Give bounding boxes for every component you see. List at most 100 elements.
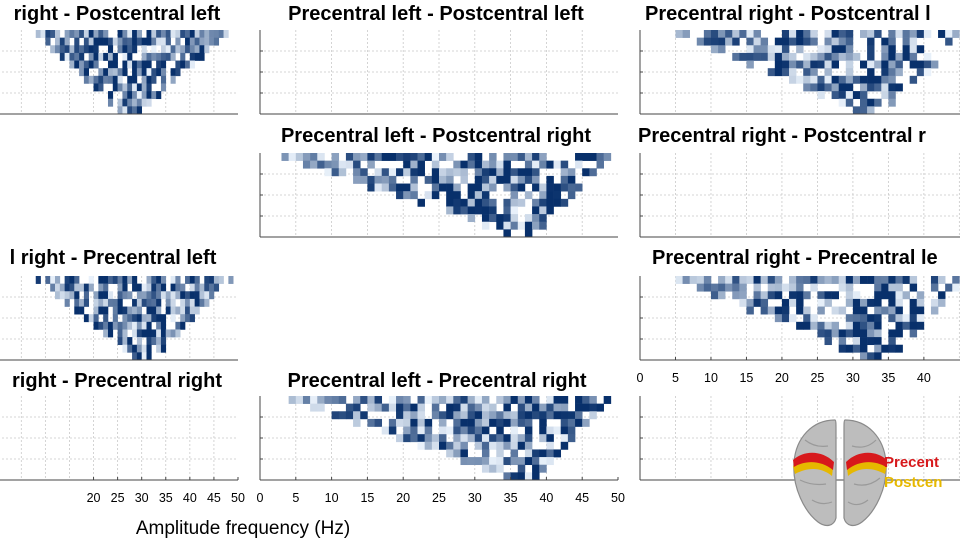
heatmap-cell bbox=[582, 403, 590, 412]
heatmap-cell bbox=[739, 298, 747, 307]
heatmap-cell bbox=[725, 283, 733, 292]
heatmap-cell bbox=[98, 30, 104, 38]
heatmap-cell bbox=[302, 396, 311, 404]
heatmap-cell bbox=[199, 45, 205, 54]
heatmap-cell bbox=[35, 276, 41, 284]
heatmap-cell bbox=[141, 68, 147, 77]
heatmap-cell bbox=[127, 98, 133, 107]
heatmap-cell bbox=[560, 411, 569, 420]
heatmap-cell bbox=[895, 314, 903, 323]
heatmap-cell bbox=[510, 206, 519, 215]
heatmap-cell bbox=[916, 321, 925, 330]
heatmap-cell bbox=[374, 183, 383, 192]
heatmap-cell bbox=[453, 434, 461, 443]
heatmap-cell bbox=[930, 276, 939, 284]
x-tick-label: 35 bbox=[504, 491, 518, 505]
heatmap-cell bbox=[467, 191, 476, 200]
heatmap-cell bbox=[767, 291, 776, 300]
heatmap-cell bbox=[496, 418, 504, 427]
heatmap-cell bbox=[553, 183, 562, 192]
heatmap-cell bbox=[503, 175, 511, 184]
heatmap-cell bbox=[439, 396, 447, 404]
heatmap-cell bbox=[546, 396, 554, 404]
heatmap-cell bbox=[524, 441, 533, 450]
heatmap-cell bbox=[803, 321, 811, 330]
heatmap-cell bbox=[524, 191, 533, 200]
heatmap-cell bbox=[532, 449, 540, 458]
heatmap-cell bbox=[838, 83, 847, 92]
heatmap-cell bbox=[916, 30, 925, 38]
heatmap-cell bbox=[510, 418, 519, 427]
heatmap-cell bbox=[838, 337, 847, 346]
heatmap-cell bbox=[189, 60, 195, 69]
heatmap-cell bbox=[510, 449, 519, 458]
heatmap-cell bbox=[845, 314, 854, 323]
heatmap-cell bbox=[789, 30, 797, 38]
heatmap-cell bbox=[774, 52, 783, 61]
heatmap-cell bbox=[79, 30, 85, 38]
heatmap-cell bbox=[567, 418, 576, 427]
heatmap-cell bbox=[175, 30, 181, 38]
heatmap-cell bbox=[831, 321, 840, 330]
heatmap-cell bbox=[453, 183, 461, 192]
heatmap-cell bbox=[160, 329, 167, 338]
heatmap-cell bbox=[732, 276, 740, 284]
heatmap-cell bbox=[845, 68, 854, 77]
heatmap-cell bbox=[209, 30, 215, 38]
heatmap-cell bbox=[524, 418, 533, 427]
heatmap-cell bbox=[160, 60, 167, 69]
heatmap-cell bbox=[141, 60, 147, 69]
heatmap-cell bbox=[83, 314, 90, 323]
heatmap-cell bbox=[867, 352, 875, 361]
heatmap-cell bbox=[909, 60, 918, 69]
heatmap-cell bbox=[151, 314, 157, 323]
heatmap-cell bbox=[331, 411, 340, 420]
heatmap-cell bbox=[874, 283, 882, 292]
heatmap-cell bbox=[127, 60, 133, 69]
heatmap-cell bbox=[496, 457, 504, 466]
heatmap-cell bbox=[760, 276, 769, 284]
heatmap-cell bbox=[417, 418, 425, 427]
heatmap-cell bbox=[132, 106, 138, 115]
heatmap-cell bbox=[146, 68, 152, 77]
heatmap-cell bbox=[218, 276, 224, 284]
heatmap-cell bbox=[107, 52, 114, 61]
heatmap-cell bbox=[122, 306, 128, 315]
heatmap-cell bbox=[146, 329, 152, 338]
heatmap-cell bbox=[703, 37, 712, 46]
x-tick-label: 25 bbox=[432, 491, 446, 505]
heatmap-cell bbox=[517, 403, 526, 412]
heatmap-cell bbox=[817, 91, 825, 100]
heatmap-cell bbox=[460, 206, 468, 215]
panel-title: Precentral right - Precentral le bbox=[652, 247, 938, 269]
heatmap-cell bbox=[845, 283, 854, 292]
heatmap-cell bbox=[503, 434, 511, 443]
heatmap-cell bbox=[103, 306, 109, 315]
heatmap-cell bbox=[103, 68, 109, 77]
heatmap-cell bbox=[209, 37, 215, 46]
heatmap-cell bbox=[151, 52, 157, 61]
heatmap-cell bbox=[496, 168, 504, 177]
heatmap-cell bbox=[489, 153, 497, 161]
heatmap-cell bbox=[117, 37, 123, 46]
x-tick-label: 30 bbox=[135, 491, 149, 505]
heatmap-cell bbox=[596, 403, 604, 412]
heatmap-cell bbox=[170, 291, 176, 300]
heatmap-cell bbox=[175, 291, 181, 300]
heatmap-cell bbox=[141, 291, 147, 300]
heatmap-cell bbox=[524, 434, 533, 443]
heatmap-cell bbox=[575, 418, 583, 427]
heatmap-cell bbox=[388, 183, 397, 192]
heatmap-cell bbox=[453, 191, 461, 200]
heatmap-cell bbox=[74, 283, 80, 292]
heatmap-cell bbox=[496, 175, 504, 184]
heatmap-cell bbox=[860, 329, 868, 338]
heatmap-cell bbox=[64, 291, 70, 300]
heatmap-cell bbox=[59, 45, 65, 54]
heatmap-cell bbox=[881, 83, 889, 92]
heatmap-cell bbox=[895, 83, 903, 92]
heatmap-cell bbox=[546, 403, 554, 412]
heatmap-cell bbox=[69, 30, 75, 38]
heatmap-cell bbox=[189, 314, 195, 323]
heatmap-cell bbox=[860, 91, 868, 100]
